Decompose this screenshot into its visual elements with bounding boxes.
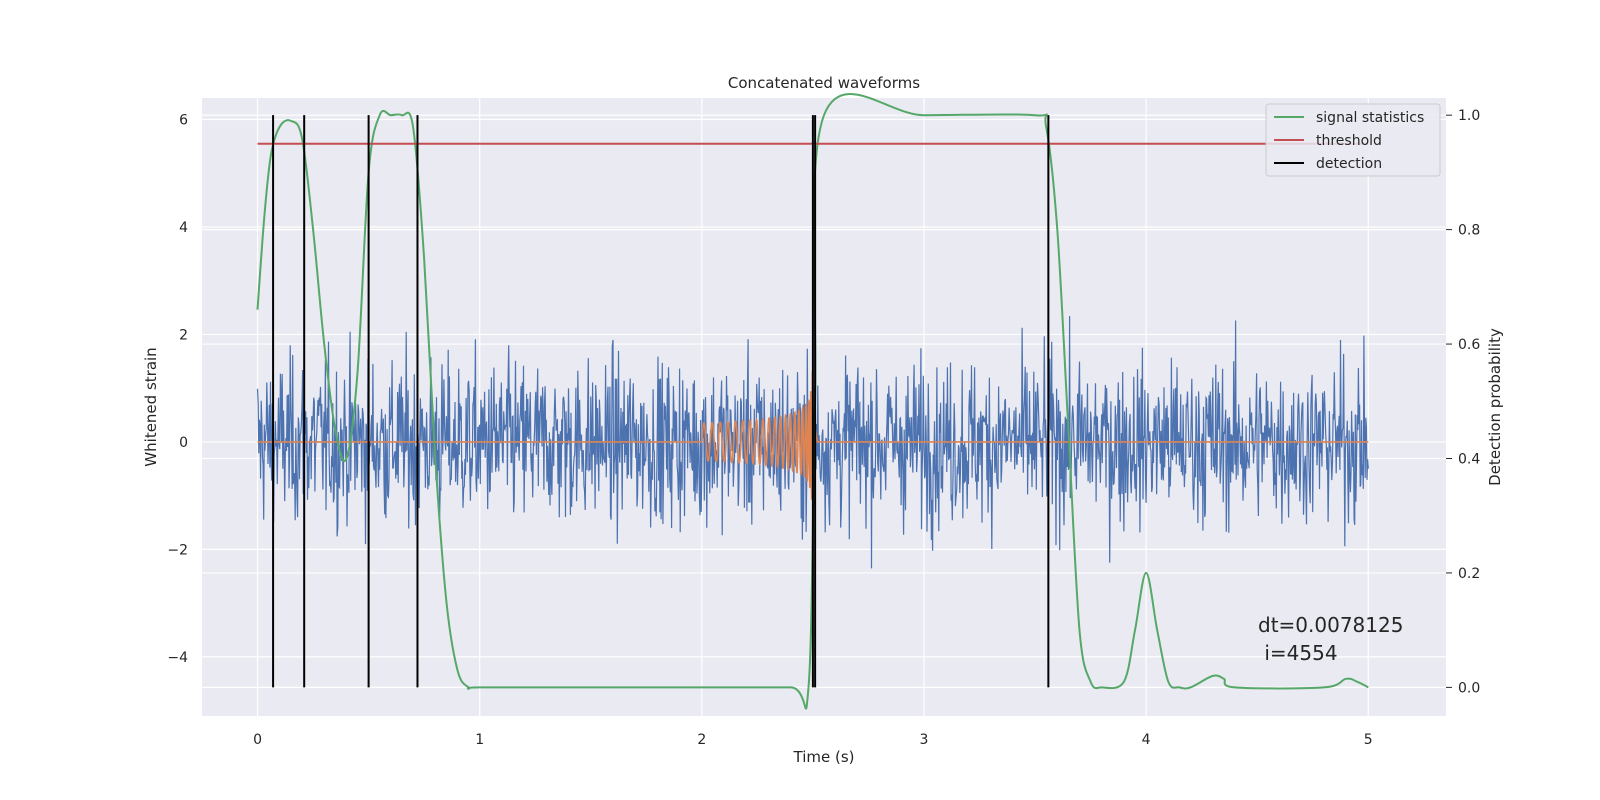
y-right-axis-label: Detection probability bbox=[1486, 328, 1504, 486]
legend: signal statistics threshold detection bbox=[1265, 103, 1441, 177]
y-right-tick-label: 1.0 bbox=[1458, 108, 1480, 124]
legend-box bbox=[1265, 103, 1441, 177]
injection-line bbox=[257, 371, 1369, 500]
y-tick-label: 4 bbox=[179, 220, 188, 236]
y-right-tick-label: 0.8 bbox=[1458, 223, 1480, 239]
y-right-tick-label: 0.0 bbox=[1458, 680, 1480, 696]
annotation-dt: dt=0.0078125 bbox=[1258, 613, 1403, 637]
x-tick-label: 2 bbox=[697, 732, 706, 748]
x-tick-label: 4 bbox=[1142, 732, 1151, 748]
injection-series bbox=[257, 371, 1369, 500]
y-tick-label: −4 bbox=[167, 650, 188, 666]
y-tick-label: 6 bbox=[179, 112, 188, 128]
x-tick-label: 5 bbox=[1364, 732, 1373, 748]
legend-label-detection: detection bbox=[1316, 156, 1382, 172]
y-tick-label: −2 bbox=[167, 542, 188, 558]
y-axis-label: Whitened strain bbox=[142, 347, 160, 466]
x-axis-label: Time (s) bbox=[793, 748, 855, 766]
y-right-tick-label: 0.6 bbox=[1458, 337, 1480, 353]
annotation-index: i=4554 bbox=[1258, 641, 1338, 665]
y-tick-label: 0 bbox=[179, 435, 188, 451]
legend-label-threshold: threshold bbox=[1316, 133, 1382, 149]
y-right-tick-label: 0.2 bbox=[1458, 566, 1480, 582]
overlay-series bbox=[256, 93, 1369, 710]
axis-ticks: 0 1 2 3 4 5 −4 −2 0 2 4 6 0.0 0.2 0.4 0.6 0.8 1.0 bbox=[167, 108, 1480, 748]
legend-label-signal-statistics: signal statistics bbox=[1316, 110, 1424, 126]
y-right-tick-label: 0.4 bbox=[1458, 452, 1480, 468]
x-tick-label: 0 bbox=[253, 732, 262, 748]
signal-statistics-line bbox=[256, 93, 1369, 710]
x-tick-label: 3 bbox=[920, 732, 929, 748]
x-tick-label: 1 bbox=[475, 732, 484, 748]
chart-title: Concatenated waveforms bbox=[728, 74, 920, 92]
y-tick-label: 2 bbox=[179, 327, 188, 343]
